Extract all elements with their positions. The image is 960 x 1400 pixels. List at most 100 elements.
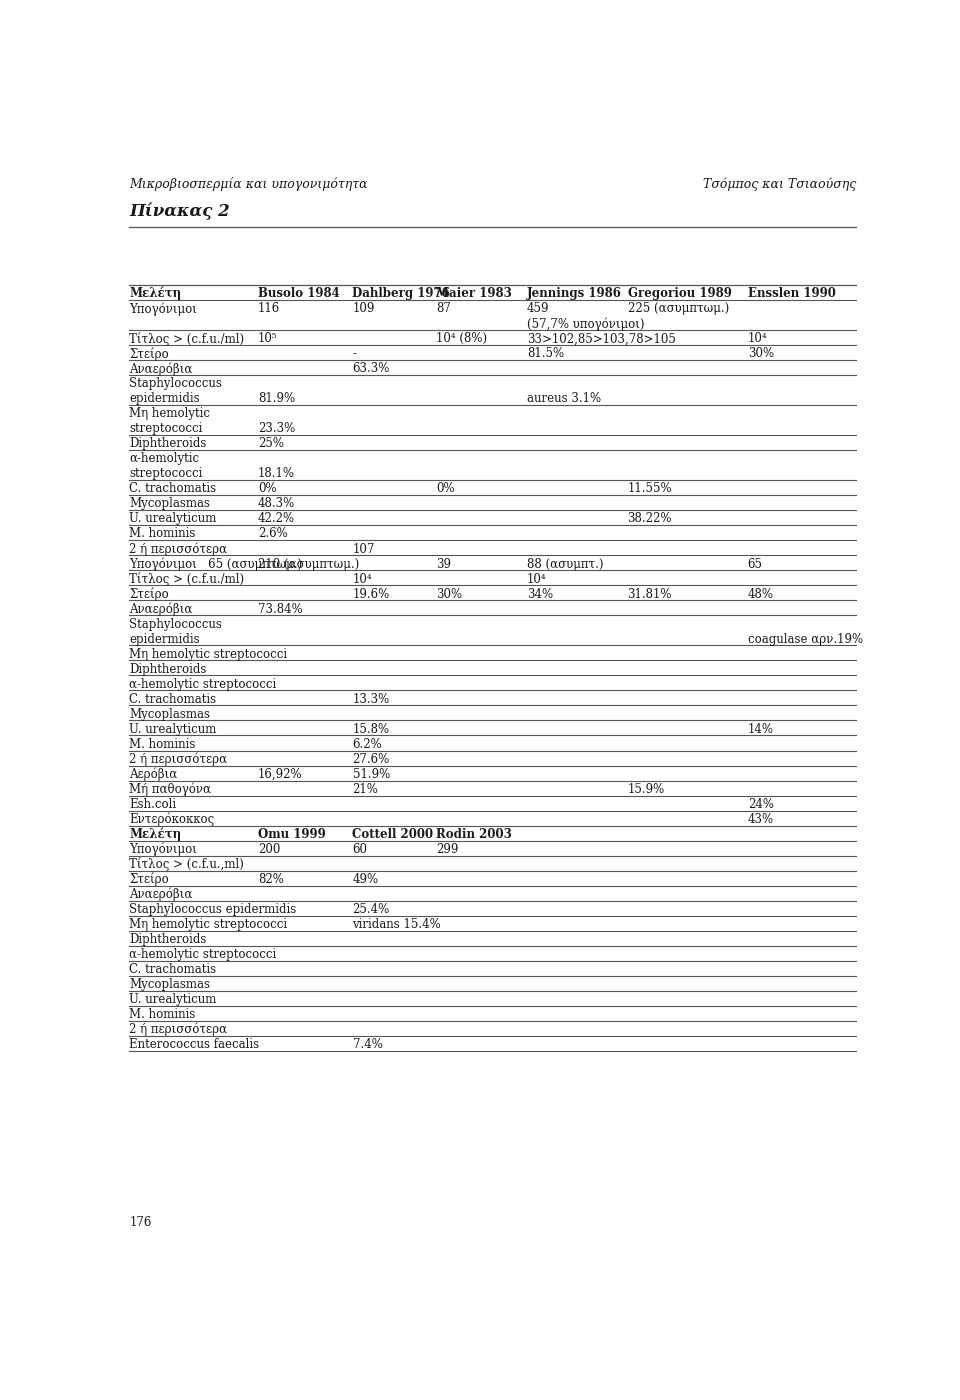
Text: C. trachomatis: C. trachomatis: [130, 693, 216, 706]
Text: Mycoplasmas: Mycoplasmas: [130, 497, 210, 511]
Text: 2 ή περισσότερα: 2 ή περισσότερα: [130, 1023, 228, 1036]
Text: streptococci: streptococci: [130, 423, 203, 435]
Text: 87: 87: [436, 302, 451, 315]
Text: 38.22%: 38.22%: [628, 512, 672, 525]
Text: 2 ή περισσότερα: 2 ή περισσότερα: [130, 542, 228, 556]
Text: 24%: 24%: [748, 798, 774, 811]
Text: 21%: 21%: [352, 783, 378, 795]
Text: 33>102,85>103,78>105: 33>102,85>103,78>105: [527, 332, 676, 346]
Text: Εντερόκοκκος: Εντερόκοκκος: [130, 812, 214, 826]
Text: U. urealyticum: U. urealyticum: [130, 993, 217, 1007]
Text: 81.9%: 81.9%: [258, 392, 295, 406]
Text: 13.3%: 13.3%: [352, 693, 390, 706]
Text: 176: 176: [130, 1217, 152, 1229]
Text: Enterococcus faecalis: Enterococcus faecalis: [130, 1037, 259, 1051]
Text: 51.9%: 51.9%: [352, 767, 390, 781]
Text: Gregoriou 1989: Gregoriou 1989: [628, 287, 732, 300]
Text: Τίτλος > (c.f.u./ml): Τίτλος > (c.f.u./ml): [130, 573, 245, 587]
Text: viridans 15.4%: viridans 15.4%: [352, 918, 442, 931]
Text: Στείρο: Στείρο: [130, 587, 169, 601]
Text: 10⁵: 10⁵: [258, 332, 277, 346]
Text: Υπογόνιμοι   65 (ασυμπτωμ.): Υπογόνιμοι 65 (ασυμπτωμ.): [130, 557, 302, 571]
Text: 25.4%: 25.4%: [352, 903, 390, 916]
Text: 34%: 34%: [527, 588, 553, 601]
Text: Esh.coli: Esh.coli: [130, 798, 177, 811]
Text: coagulase αρν.19%: coagulase αρν.19%: [748, 633, 863, 645]
Text: 49%: 49%: [352, 872, 378, 886]
Text: streptococci: streptococci: [130, 468, 203, 480]
Text: 43%: 43%: [748, 813, 774, 826]
Text: 81.5%: 81.5%: [527, 347, 564, 360]
Text: 109: 109: [352, 302, 374, 315]
Text: 0%: 0%: [258, 483, 276, 496]
Text: Αναερόβια: Αναερόβια: [130, 602, 193, 616]
Text: Mycoplasmas: Mycoplasmas: [130, 979, 210, 991]
Text: (57,7% υπογόνιμοι): (57,7% υπογόνιμοι): [527, 316, 644, 330]
Text: M. hominis: M. hominis: [130, 1008, 196, 1021]
Text: 7.4%: 7.4%: [352, 1037, 382, 1051]
Text: Αναερόβια: Αναερόβια: [130, 888, 193, 902]
Text: 16,92%: 16,92%: [258, 767, 302, 781]
Text: Staphylococcus epidermidis: Staphylococcus epidermidis: [130, 903, 297, 916]
Text: 14%: 14%: [748, 722, 774, 735]
Text: 0%: 0%: [436, 483, 455, 496]
Text: 48.3%: 48.3%: [258, 497, 296, 511]
Text: 23.3%: 23.3%: [258, 423, 296, 435]
Text: Dahlberg 1976: Dahlberg 1976: [352, 287, 450, 300]
Text: Ensslen 1990: Ensslen 1990: [748, 287, 835, 300]
Text: α-hemolytic: α-hemolytic: [130, 452, 200, 465]
Text: 6.2%: 6.2%: [352, 738, 382, 750]
Text: C. trachomatis: C. trachomatis: [130, 483, 216, 496]
Text: U. urealyticum: U. urealyticum: [130, 722, 217, 735]
Text: 10⁴ (8%): 10⁴ (8%): [436, 332, 488, 346]
Text: 31.81%: 31.81%: [628, 588, 672, 601]
Text: 73.84%: 73.84%: [258, 602, 302, 616]
Text: 63.3%: 63.3%: [352, 363, 390, 375]
Text: Diphtheroids: Diphtheroids: [130, 932, 206, 946]
Text: Μη hemolytic: Μη hemolytic: [130, 407, 210, 420]
Text: 200: 200: [258, 843, 280, 855]
Text: Maier 1983: Maier 1983: [436, 287, 512, 300]
Text: M. hominis: M. hominis: [130, 528, 196, 540]
Text: 65: 65: [748, 557, 763, 571]
Text: Τίτλος > (c.f.u./ml): Τίτλος > (c.f.u./ml): [130, 332, 245, 346]
Text: Στείρο: Στείρο: [130, 872, 169, 886]
Text: Jennings 1986: Jennings 1986: [527, 287, 622, 300]
Text: 60: 60: [352, 843, 368, 855]
Text: -: -: [352, 347, 356, 360]
Text: 210 (ασυμπτωμ.): 210 (ασυμπτωμ.): [258, 557, 359, 571]
Text: Τσόμπος και Τσιαούσης: Τσόμπος και Τσιαούσης: [703, 178, 856, 190]
Text: Πίνακας 2: Πίνακας 2: [130, 203, 230, 220]
Text: Μικροβιοσπερμία και υπογονιμότητα: Μικροβιοσπερμία και υπογονιμότητα: [130, 178, 368, 190]
Text: 19.6%: 19.6%: [352, 588, 390, 601]
Text: C. trachomatis: C. trachomatis: [130, 963, 216, 976]
Text: 2 ή περισσότερα: 2 ή περισσότερα: [130, 752, 228, 766]
Text: Υπογόνιμοι: Υπογόνιμοι: [130, 302, 197, 315]
Text: 25%: 25%: [258, 437, 284, 451]
Text: Busolo 1984: Busolo 1984: [258, 287, 340, 300]
Text: 10⁴: 10⁴: [527, 573, 546, 585]
Text: Μη hemolytic streptococci: Μη hemolytic streptococci: [130, 918, 287, 931]
Text: 42.2%: 42.2%: [258, 512, 295, 525]
Text: 39: 39: [436, 557, 451, 571]
Text: Μελέτη: Μελέτη: [130, 827, 181, 841]
Text: 10⁴: 10⁴: [748, 332, 767, 346]
Text: 107: 107: [352, 543, 374, 556]
Text: 116: 116: [258, 302, 280, 315]
Text: Cottell 2000: Cottell 2000: [352, 827, 434, 841]
Text: Mycoplasmas: Mycoplasmas: [130, 707, 210, 721]
Text: 48%: 48%: [748, 588, 774, 601]
Text: Στείρο: Στείρο: [130, 347, 169, 361]
Text: M. hominis: M. hominis: [130, 738, 196, 750]
Text: Staphylococcus: Staphylococcus: [130, 617, 222, 630]
Text: U. urealyticum: U. urealyticum: [130, 512, 217, 525]
Text: Μελέτη: Μελέτη: [130, 287, 181, 301]
Text: 10⁴: 10⁴: [352, 573, 372, 585]
Text: Rodin 2003: Rodin 2003: [436, 827, 512, 841]
Text: Αναερόβια: Αναερόβια: [130, 363, 193, 375]
Text: 15.8%: 15.8%: [352, 722, 390, 735]
Text: 2.6%: 2.6%: [258, 528, 288, 540]
Text: 82%: 82%: [258, 872, 284, 886]
Text: α-hemolytic streptococci: α-hemolytic streptococci: [130, 948, 276, 960]
Text: 11.55%: 11.55%: [628, 483, 672, 496]
